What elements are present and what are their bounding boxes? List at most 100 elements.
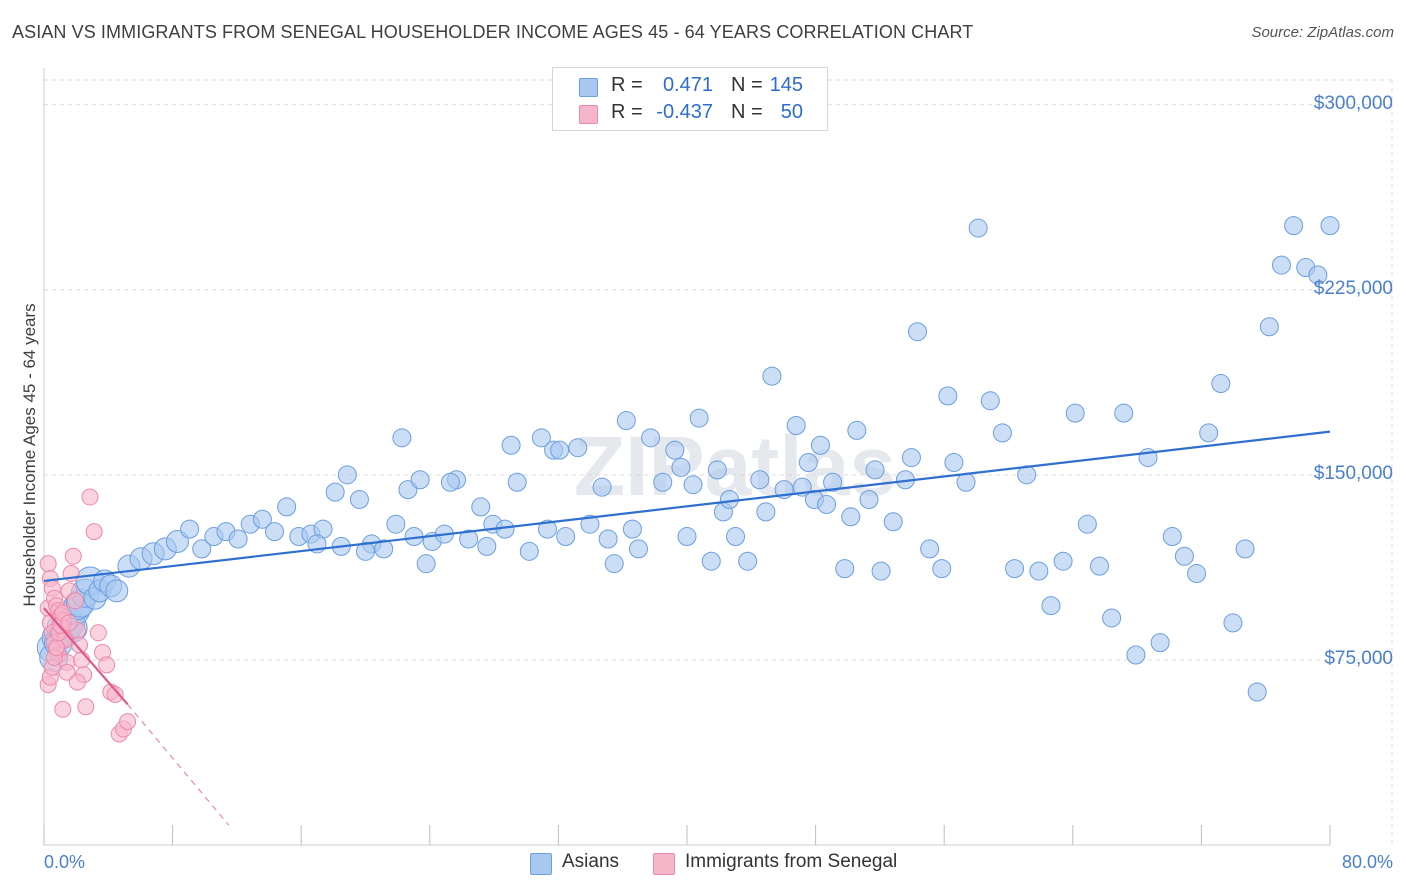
asian-point bbox=[1211, 374, 1231, 394]
asian-point bbox=[228, 529, 248, 549]
asian-point bbox=[416, 554, 436, 574]
asian-point bbox=[604, 554, 624, 574]
asian-point bbox=[938, 386, 958, 406]
asian-point bbox=[192, 539, 212, 559]
bottom-legend-swatch-asians bbox=[530, 853, 552, 875]
legend-r-value: -0.437 bbox=[656, 101, 713, 123]
correlation-legend: R = 0.471 N = 145 R = -0.437 N = 50 bbox=[552, 67, 828, 131]
asian-point bbox=[277, 497, 297, 517]
trend-lines bbox=[43, 430, 1331, 826]
y-tick-label: $75,000 bbox=[1324, 647, 1393, 669]
asian-point bbox=[374, 539, 394, 559]
asian-point bbox=[689, 408, 709, 428]
asian-point bbox=[1065, 403, 1085, 423]
asian-point bbox=[519, 541, 539, 561]
y-tick-label: $300,000 bbox=[1313, 92, 1393, 114]
asian-point bbox=[556, 527, 576, 547]
asian-point bbox=[719, 490, 739, 510]
asian-point bbox=[835, 559, 855, 579]
asian-point bbox=[817, 494, 837, 514]
senegal-point bbox=[68, 673, 86, 691]
legend-swatch-asians bbox=[579, 78, 598, 97]
x-tick-label-min: 0.0% bbox=[44, 852, 86, 872]
asian-point bbox=[592, 477, 612, 497]
asian-point bbox=[1320, 216, 1340, 236]
senegal-trend-line bbox=[43, 607, 129, 706]
asian-point bbox=[683, 475, 703, 495]
asian-point bbox=[920, 539, 940, 559]
asian-point bbox=[762, 366, 782, 386]
asian-point bbox=[847, 420, 867, 440]
asian-point bbox=[738, 551, 758, 571]
senegal-point bbox=[73, 651, 91, 669]
asian-point bbox=[440, 472, 460, 492]
asian-point bbox=[507, 472, 527, 492]
asian-point bbox=[1077, 514, 1097, 534]
asian-point bbox=[252, 509, 272, 529]
asian-point bbox=[992, 423, 1012, 443]
bottom-legend-swatch-senegal bbox=[653, 853, 675, 875]
asian-point bbox=[325, 482, 345, 502]
asian-point bbox=[908, 322, 928, 342]
asian-point bbox=[865, 460, 885, 480]
senegal-point bbox=[39, 555, 57, 573]
legend-n-label: N = bbox=[731, 101, 763, 123]
legend-row-senegal: R = -0.437 N = 50 bbox=[553, 101, 827, 127]
asian-point bbox=[810, 435, 830, 455]
legend-n-value: 50 bbox=[780, 101, 803, 123]
asian-point bbox=[1150, 633, 1170, 653]
asian-point bbox=[616, 411, 636, 431]
asian-point bbox=[386, 514, 406, 534]
senegal-point bbox=[66, 592, 84, 610]
senegal-point bbox=[89, 624, 107, 642]
y-tick-label: $150,000 bbox=[1313, 462, 1393, 484]
asian-point bbox=[944, 453, 964, 472]
asian-point bbox=[641, 428, 661, 448]
asian-point bbox=[883, 512, 903, 532]
asian-point bbox=[1102, 608, 1122, 628]
asian-point bbox=[901, 448, 921, 468]
asian-point bbox=[1162, 527, 1182, 547]
asian-point bbox=[1284, 216, 1304, 236]
bottom-legend-label-asians: Asians bbox=[562, 851, 620, 872]
senegal-point bbox=[85, 523, 103, 541]
source-label: Source: ZipAtlas.com bbox=[1251, 24, 1394, 41]
asian-point bbox=[1271, 255, 1291, 275]
asian-point bbox=[628, 539, 648, 559]
asian-point bbox=[786, 415, 806, 435]
asian-point bbox=[823, 472, 843, 492]
asian-point bbox=[653, 472, 673, 492]
asian-point bbox=[459, 529, 479, 549]
asian-point bbox=[859, 490, 879, 510]
asian-point bbox=[1089, 556, 1109, 576]
asian-point bbox=[726, 527, 746, 547]
asian-point bbox=[1174, 546, 1194, 566]
asian-point bbox=[1126, 645, 1146, 665]
legend-swatch-senegal bbox=[579, 105, 598, 124]
senegal-point bbox=[98, 656, 116, 674]
asian-point bbox=[1308, 265, 1328, 285]
asian-point bbox=[1005, 559, 1025, 579]
asian-point bbox=[701, 551, 721, 571]
asian-point bbox=[471, 497, 491, 517]
asian-point bbox=[798, 453, 818, 472]
asian-point bbox=[1223, 613, 1243, 633]
asian-point bbox=[932, 559, 952, 579]
chart-title: ASIAN VS IMMIGRANTS FROM SENEGAL HOUSEHO… bbox=[12, 22, 974, 42]
senegal-points bbox=[39, 488, 137, 743]
asian-point bbox=[550, 440, 570, 460]
legend-r-label: R = bbox=[611, 74, 643, 96]
asian-point bbox=[1259, 317, 1279, 337]
asian-point bbox=[580, 514, 600, 534]
asian-point bbox=[1029, 561, 1049, 581]
y-tick-label: $225,000 bbox=[1313, 277, 1393, 299]
asian-point bbox=[501, 435, 521, 455]
asian-point bbox=[349, 490, 369, 510]
asian-point bbox=[871, 561, 891, 581]
asian-point bbox=[671, 457, 691, 477]
asian-point bbox=[750, 470, 770, 490]
asian-point bbox=[410, 470, 430, 490]
asian-point bbox=[1247, 682, 1267, 702]
asian-point bbox=[180, 519, 200, 539]
